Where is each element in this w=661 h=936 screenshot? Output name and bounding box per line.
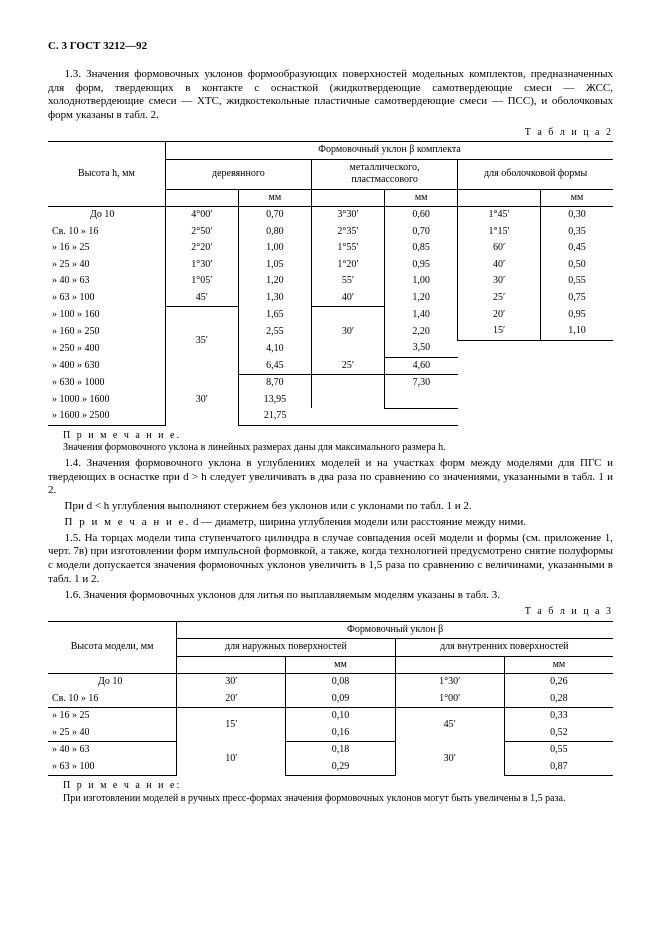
- t3-note-body: При изготовлении моделей в ручных пресс-…: [48, 793, 613, 806]
- table-3: Высота модели, мм Формовочный уклон β дл…: [48, 621, 613, 777]
- t2-mm3: мм: [541, 189, 613, 207]
- para-1-5: 1.5. На торцах модели типа ступенчатого …: [48, 532, 613, 587]
- t2-note-body: Значения формовочного уклона в линейных …: [48, 442, 613, 455]
- table2-label: Т а б л и ц а 2: [48, 127, 613, 140]
- t2-note-head: П р и м е ч а н и е.: [48, 430, 613, 443]
- para-1-4a: При d < h углубления выполняют стержнем …: [48, 500, 613, 514]
- t2-mm1: мм: [238, 189, 311, 207]
- table-2: Высота h, мм Формовочный уклон β комплек…: [48, 141, 613, 426]
- para-1-4b: П р и м е ч а н и е. d — диаметр, ширина…: [48, 516, 613, 530]
- page-header: С. 3 ГОСТ 3212—92: [48, 40, 613, 54]
- t2-col-h: Высота h, мм: [48, 142, 165, 207]
- para-1-6: 1.6. Значения формовочных уклонов для ли…: [48, 589, 613, 603]
- t2-grp2: металлического, пластмассового: [311, 159, 457, 189]
- table3-label: Т а б л и ц а 3: [48, 606, 613, 619]
- t2-grp3: для оболочковой формы: [458, 159, 613, 189]
- para-1-3: 1.3. Значения формовочных уклонов формоо…: [48, 68, 613, 123]
- t3-col-h: Высота модели, мм: [48, 621, 177, 674]
- t3-grp1: для наружных поверхностей: [177, 639, 395, 657]
- t3-grp2: для внутренних поверхностей: [395, 639, 613, 657]
- t2-top: Формовочный уклон β комплекта: [165, 142, 613, 160]
- t3-note-head: П р и м е ч а н и е:: [48, 780, 613, 793]
- para-1-4: 1.4. Значения формовочного уклона в углу…: [48, 457, 613, 498]
- t2-grp1: деревянного: [165, 159, 311, 189]
- t3-top: Формовочный уклон β: [177, 621, 613, 639]
- t2-mm2: мм: [385, 189, 458, 207]
